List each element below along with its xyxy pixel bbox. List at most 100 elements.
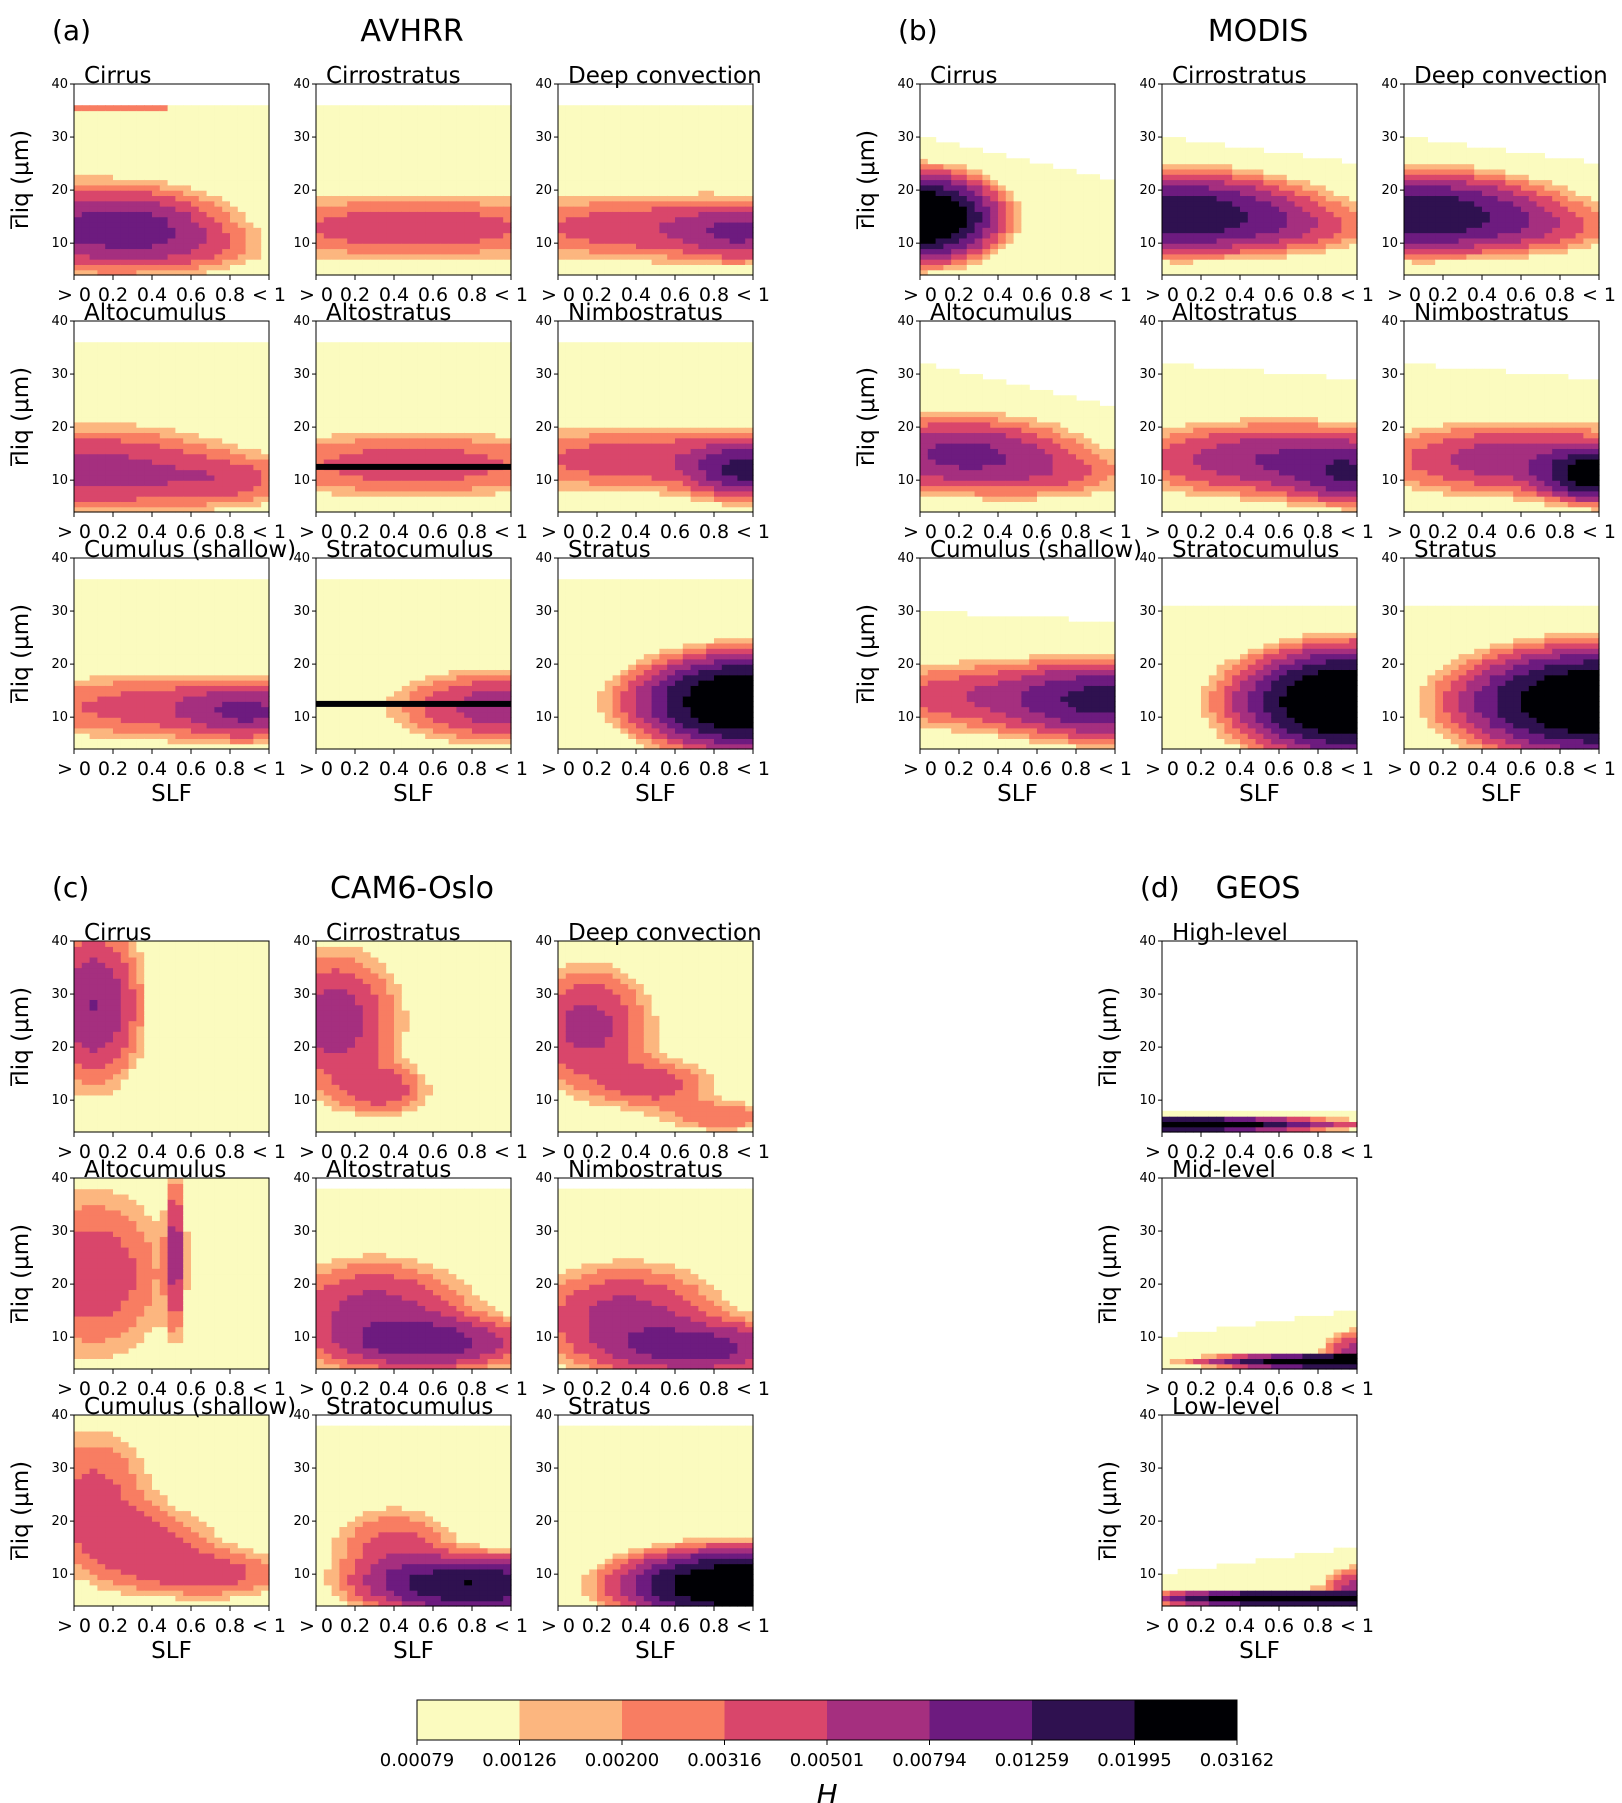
heatmap-cell bbox=[394, 221, 403, 228]
heatmap-cell bbox=[589, 200, 598, 207]
heatmap-cell bbox=[339, 384, 348, 391]
heatmap-cell bbox=[636, 232, 645, 239]
heatmap-cell bbox=[643, 432, 653, 439]
heatmap-cell bbox=[714, 248, 723, 255]
heatmap-cell bbox=[729, 374, 738, 380]
heatmap-cell bbox=[690, 248, 699, 255]
heatmap-cell bbox=[745, 405, 754, 412]
heatmap-cell bbox=[81, 717, 91, 724]
heatmap-cell bbox=[698, 384, 707, 391]
heatmap-cell bbox=[698, 400, 707, 407]
heatmap-cell bbox=[479, 232, 489, 239]
heatmap-cell bbox=[401, 216, 411, 223]
heatmap-cell bbox=[495, 259, 504, 265]
heatmap-cell bbox=[378, 347, 387, 354]
heatmap-cell bbox=[206, 395, 215, 402]
heatmap-cell bbox=[362, 206, 372, 212]
heatmap-cell bbox=[323, 142, 333, 149]
heatmap-cell bbox=[347, 232, 356, 239]
heatmap-cell bbox=[425, 437, 434, 444]
heatmap-cell bbox=[604, 363, 614, 370]
heatmap-cell bbox=[479, 485, 489, 492]
heatmap-cell bbox=[206, 152, 215, 159]
heatmap-cell bbox=[105, 411, 114, 418]
heatmap-cell bbox=[253, 490, 262, 497]
heatmap-cell bbox=[628, 243, 637, 250]
heatmap-cell bbox=[144, 347, 153, 354]
heatmap-cell bbox=[643, 158, 653, 165]
heatmap-cell bbox=[245, 379, 254, 386]
heatmap-cell bbox=[456, 105, 465, 112]
heatmap-cell bbox=[675, 221, 684, 228]
heatmap-cell bbox=[401, 158, 411, 165]
heatmap-cell bbox=[487, 158, 496, 165]
heatmap-cell bbox=[698, 237, 707, 244]
heatmap-cell bbox=[690, 405, 699, 412]
heatmap-cell bbox=[339, 405, 348, 412]
heatmap-cell bbox=[230, 485, 239, 492]
heatmap-cell bbox=[144, 184, 153, 191]
heatmap-cell bbox=[316, 443, 325, 449]
heatmap-cell bbox=[152, 216, 161, 223]
heatmap-cell bbox=[558, 474, 567, 481]
heatmap-cell bbox=[721, 243, 731, 250]
heatmap-cell bbox=[81, 195, 91, 202]
heatmap-cell bbox=[433, 427, 442, 434]
heatmap-cell bbox=[620, 506, 629, 513]
heatmap-cell bbox=[682, 400, 692, 407]
heatmap-cell bbox=[401, 374, 411, 380]
heatmap-cell bbox=[401, 206, 411, 212]
heatmap-cell bbox=[745, 384, 754, 391]
heatmap-cell bbox=[682, 506, 692, 513]
heatmap-cell bbox=[167, 379, 176, 386]
heatmap-cell bbox=[589, 121, 598, 128]
heatmap-cell bbox=[729, 269, 738, 276]
heatmap-cell bbox=[206, 458, 215, 465]
heatmap-cell bbox=[206, 147, 215, 154]
heatmap-cell bbox=[667, 142, 676, 149]
heatmap-cell bbox=[682, 211, 692, 218]
heatmap-cell bbox=[417, 400, 426, 407]
heatmap-cell bbox=[175, 458, 184, 465]
heatmap-cell bbox=[253, 506, 262, 513]
heatmap-cell bbox=[628, 259, 637, 265]
heatmap-cell bbox=[433, 416, 442, 423]
heatmap-cell bbox=[589, 126, 598, 133]
heatmap-cell bbox=[503, 352, 512, 359]
heatmap-cell bbox=[253, 168, 262, 175]
heatmap-cell bbox=[355, 469, 364, 476]
heatmap-cell bbox=[81, 496, 91, 502]
heatmap-cell bbox=[612, 411, 621, 418]
heatmap-cell bbox=[191, 347, 200, 354]
heatmap-cell bbox=[597, 358, 606, 365]
heatmap-cell bbox=[120, 379, 130, 386]
heatmap-cell bbox=[440, 168, 450, 175]
heatmap-cell bbox=[339, 131, 348, 138]
heatmap-cell bbox=[237, 174, 247, 181]
heatmap-cell bbox=[690, 264, 699, 271]
heatmap-cell bbox=[597, 253, 606, 260]
heatmap-cell bbox=[745, 168, 754, 175]
heatmap-cell bbox=[97, 142, 106, 149]
heatmap-cell bbox=[222, 105, 231, 112]
heatmap-cell bbox=[472, 163, 481, 170]
heatmap-cell bbox=[440, 474, 450, 481]
heatmap-cell bbox=[370, 352, 379, 359]
heatmap-cell bbox=[612, 448, 621, 455]
heatmap-cell bbox=[721, 168, 731, 175]
heatmap-cell bbox=[690, 496, 699, 502]
heatmap-cell bbox=[370, 474, 379, 481]
heatmap-cell bbox=[417, 358, 426, 365]
heatmap-cell bbox=[97, 464, 106, 471]
heatmap-cell bbox=[128, 405, 137, 412]
heatmap-cell bbox=[152, 259, 161, 265]
heatmap-cell bbox=[230, 490, 239, 497]
heatmap-cell bbox=[214, 448, 223, 455]
heatmap-cell bbox=[378, 168, 387, 175]
heatmap-cell bbox=[620, 184, 629, 191]
heatmap-cell bbox=[401, 126, 411, 133]
heatmap-cell bbox=[433, 347, 442, 354]
heatmap-cell bbox=[261, 121, 270, 128]
heatmap-cell bbox=[737, 163, 746, 170]
